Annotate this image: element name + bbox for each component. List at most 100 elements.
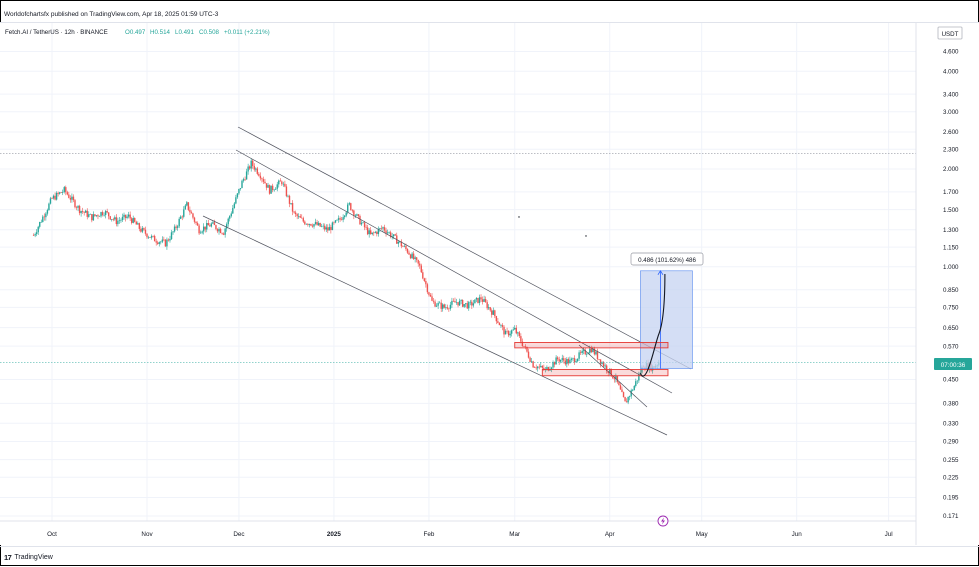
candle-down	[452, 300, 455, 302]
currency-box[interactable]: USDT	[937, 26, 963, 40]
candle-down	[501, 325, 504, 327]
time-tick-label: 2025	[327, 531, 342, 538]
candle-up	[609, 368, 611, 374]
tradingview-brand: TradingView	[14, 554, 53, 561]
candle-up	[276, 184, 278, 189]
chart-area[interactable]: 4.600 4.000 3.400 3.000 2.600 2.300 2.000 1.700…	[0, 23, 979, 545]
candle-up	[500, 325, 502, 326]
candle-up	[233, 203, 236, 209]
price-chart[interactable]: 4.600 4.000 3.400 3.000 2.600 2.300 2.000 1.700…	[0, 23, 979, 545]
candle-down	[419, 263, 421, 266]
candle-up	[334, 220, 337, 223]
candle-up	[322, 225, 324, 227]
candle-up	[52, 195, 55, 199]
candle-up	[561, 358, 563, 360]
candle-down	[432, 300, 435, 302]
candle-down	[526, 346, 528, 352]
measure-label: 0.486 (101.62%) 486	[638, 257, 696, 264]
candle-up	[475, 297, 478, 300]
candle-up	[92, 214, 95, 221]
candle-up	[290, 203, 292, 204]
candle-up	[250, 160, 252, 169]
currency-label: USDT	[942, 31, 959, 38]
measure-box	[640, 270, 693, 369]
candle-down	[415, 257, 418, 260]
candle-down	[109, 216, 111, 220]
candle-up	[615, 376, 617, 380]
candle-down	[221, 233, 223, 234]
candle-up	[578, 352, 580, 359]
candle-down	[195, 221, 197, 224]
candle-up	[549, 369, 551, 371]
candle-down	[65, 187, 67, 193]
candle-up	[313, 223, 315, 227]
time-axis[interactable]: Oct Nov Dec 2025 Feb Mar Apr May Jun Jul	[47, 531, 893, 538]
candle-down	[153, 235, 156, 242]
tradingview-logo[interactable]: 17 TradingView	[4, 553, 53, 562]
footer-bar: 17 TradingView	[0, 546, 979, 567]
candle-down	[149, 237, 151, 238]
candle-down	[192, 213, 194, 218]
candle-down	[461, 300, 464, 307]
candle-up	[126, 216, 128, 219]
time-tick-label: Dec	[233, 531, 244, 538]
candle-down	[422, 272, 424, 279]
candle-up	[460, 300, 462, 301]
candle-down	[307, 223, 309, 225]
price-axis[interactable]: 4.600 4.000 3.400 3.000 2.600 2.300 2.000 1.700…	[943, 49, 959, 521]
candle-down	[193, 217, 196, 222]
candle-up	[337, 218, 340, 220]
price-badge-bg	[934, 358, 972, 370]
candle-down	[431, 296, 433, 301]
candle-up	[342, 217, 344, 220]
candle-down	[486, 302, 488, 309]
candle-down	[425, 281, 427, 285]
candle-down	[129, 214, 131, 219]
candle-down	[340, 219, 343, 221]
time-tick-label: Nov	[141, 531, 153, 538]
candle-up	[120, 220, 122, 221]
price-tick-label: 3.400	[943, 91, 959, 98]
candle-down	[489, 307, 491, 311]
candle-down	[370, 230, 372, 235]
candle-up	[184, 205, 187, 210]
candle-down	[420, 265, 422, 273]
time-tick-label: Apr	[605, 531, 615, 538]
candle-up	[232, 208, 234, 214]
candle-down	[599, 359, 602, 364]
candle-up	[183, 209, 185, 217]
price-tick-label: 0.225	[943, 474, 959, 481]
candle-down	[94, 214, 96, 216]
candle-down	[248, 166, 251, 169]
candle-down	[423, 278, 426, 282]
candle-down	[72, 196, 75, 201]
candle-down	[135, 221, 137, 225]
candle-up	[638, 373, 640, 381]
price-tick-label: 1.150	[943, 244, 959, 251]
candle-down	[409, 254, 412, 259]
bolt-icon[interactable]	[657, 515, 669, 527]
candle-down	[506, 330, 508, 332]
candle-up	[224, 228, 226, 235]
candle-down	[612, 376, 614, 379]
candle-up	[630, 390, 632, 397]
candle-down	[134, 217, 136, 222]
candle-up	[314, 222, 317, 224]
candle-down	[91, 214, 93, 221]
marker-dot	[518, 216, 520, 218]
candle-up	[305, 223, 308, 225]
candle-down	[434, 301, 436, 307]
candle-down	[259, 175, 262, 179]
candle-down	[443, 304, 445, 308]
candle-down	[146, 233, 148, 238]
candle-down	[616, 376, 619, 383]
candle-down	[428, 292, 430, 295]
lower-channel-line	[202, 215, 668, 436]
candle-down	[157, 242, 159, 244]
candle-up	[118, 220, 121, 221]
candle-up	[546, 367, 548, 369]
candle-down	[353, 210, 355, 216]
candle-up	[360, 222, 363, 225]
candle-up	[282, 183, 285, 185]
candle-up	[552, 362, 554, 368]
